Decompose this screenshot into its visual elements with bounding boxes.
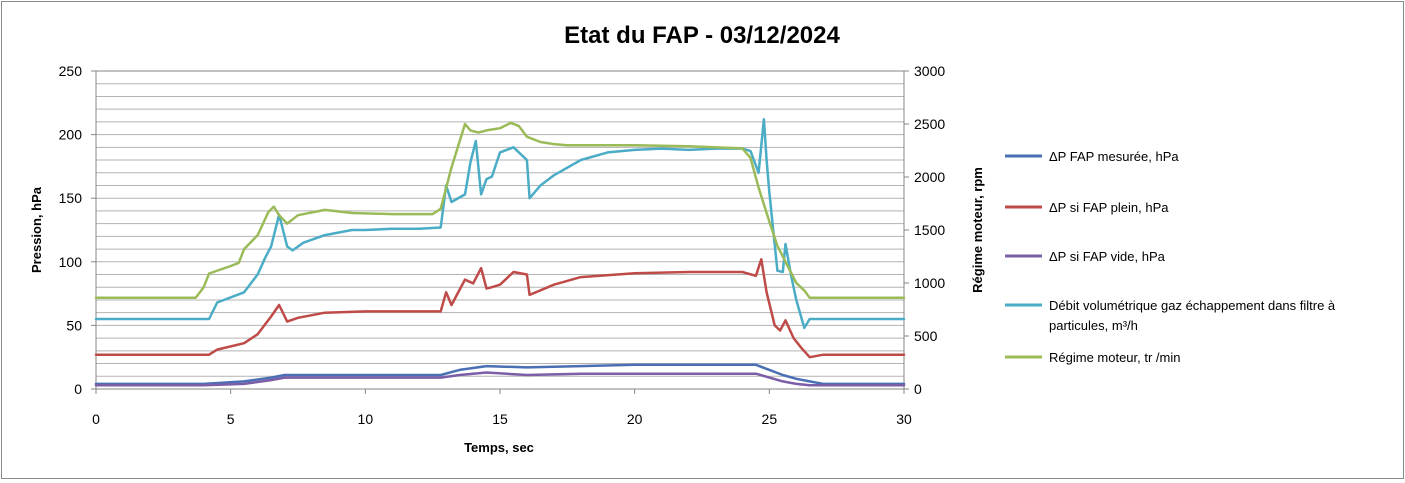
x-tick-label: 30	[896, 411, 912, 427]
legend-label-3: Débit volumétrique gaz échappement dans …	[1049, 298, 1336, 333]
x-tick-label: 25	[762, 411, 778, 427]
y2-tick-label: 0	[914, 381, 922, 397]
series-line-4	[94, 121, 906, 300]
series-line-2	[94, 371, 906, 387]
plot-area-border	[95, 70, 905, 390]
x-tick-label: 15	[492, 411, 508, 427]
y-tick-label: 100	[59, 254, 83, 270]
y2-tick-label: 1000	[914, 275, 945, 291]
x-tick-label: 20	[627, 411, 643, 427]
gridlines	[96, 83, 904, 377]
y2-axis-ticks: 0 500 1000 1500 2000 2500 3000	[904, 63, 945, 397]
y-tick-label: 0	[74, 381, 82, 397]
chart-title: Etat du FAP - 03/12/2024	[564, 22, 840, 49]
legend-label-0: ΔP FAP mesurée, hPa	[1049, 149, 1179, 164]
legend-label-1: ΔP si FAP plein, hPa	[1049, 200, 1169, 215]
legend-label-4: Régime moteur, tr /min	[1049, 350, 1181, 365]
y2-tick-label: 2000	[914, 169, 945, 185]
y-axis-ticks: 0 50 100 150 200 250	[59, 63, 96, 397]
legend-label-2: ΔP si FAP vide, hPa	[1049, 249, 1166, 264]
x-tick-label: 10	[358, 411, 374, 427]
x-tick-label: 5	[227, 411, 235, 427]
y-tick-label: 50	[66, 317, 82, 333]
series-line-0	[94, 363, 906, 386]
y-tick-label: 150	[59, 190, 83, 206]
y2-tick-label: 2500	[914, 116, 945, 132]
y-tick-label: 250	[59, 63, 83, 79]
y2-tick-label: 3000	[914, 63, 945, 79]
series-line-1	[94, 258, 906, 359]
y2-axis-title: Régime moteur, rpm	[970, 167, 985, 293]
legend: ΔP FAP mesurée, hPa ΔP si FAP plein, hPa Δ…	[1005, 149, 1336, 365]
y-tick-label: 200	[59, 127, 83, 143]
y2-tick-label: 1500	[914, 222, 945, 238]
y2-tick-label: 500	[914, 328, 938, 344]
series-lines	[94, 118, 906, 387]
x-tick-label: 0	[92, 411, 100, 427]
y-axis-title: Pression, hPa	[29, 186, 44, 273]
x-axis-ticks: 0 5 10 15 20 25 30	[92, 389, 912, 427]
x-axis-title: Temps, sec	[464, 440, 534, 455]
